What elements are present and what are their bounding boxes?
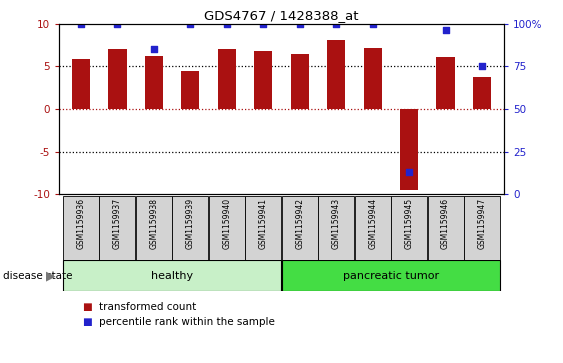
- Text: ■: ■: [82, 317, 91, 327]
- FancyBboxPatch shape: [172, 196, 208, 260]
- Text: GSM1159939: GSM1159939: [186, 198, 195, 249]
- Point: [222, 21, 231, 26]
- Bar: [291, 54, 309, 109]
- Text: GSM1159946: GSM1159946: [441, 198, 450, 249]
- FancyBboxPatch shape: [427, 196, 463, 260]
- Point: [186, 21, 195, 26]
- Text: GSM1159945: GSM1159945: [405, 198, 414, 249]
- Point: [477, 63, 486, 69]
- FancyBboxPatch shape: [464, 196, 500, 260]
- Text: disease state: disease state: [3, 271, 72, 281]
- Bar: [254, 51, 272, 109]
- FancyBboxPatch shape: [318, 196, 354, 260]
- Bar: [145, 56, 163, 109]
- Text: GSM1159937: GSM1159937: [113, 198, 122, 249]
- Bar: [327, 40, 345, 109]
- FancyBboxPatch shape: [136, 196, 172, 260]
- Text: GSM1159940: GSM1159940: [222, 198, 231, 249]
- Bar: [436, 57, 455, 109]
- FancyBboxPatch shape: [282, 260, 500, 291]
- Text: ■: ■: [82, 302, 91, 313]
- Text: healthy: healthy: [151, 271, 193, 281]
- Point: [77, 21, 86, 26]
- FancyBboxPatch shape: [209, 196, 245, 260]
- FancyBboxPatch shape: [245, 196, 282, 260]
- FancyBboxPatch shape: [282, 196, 318, 260]
- Point: [259, 21, 268, 26]
- Bar: [72, 60, 90, 109]
- Point: [295, 21, 304, 26]
- Bar: [364, 48, 382, 109]
- Point: [332, 21, 341, 26]
- Bar: [400, 109, 418, 190]
- Text: GSM1159944: GSM1159944: [368, 198, 377, 249]
- Point: [113, 21, 122, 26]
- Bar: [108, 49, 127, 109]
- Text: GSM1159943: GSM1159943: [332, 198, 341, 249]
- Text: percentile rank within the sample: percentile rank within the sample: [99, 317, 274, 327]
- Text: transformed count: transformed count: [99, 302, 196, 313]
- Bar: [218, 49, 236, 109]
- Title: GDS4767 / 1428388_at: GDS4767 / 1428388_at: [204, 9, 359, 23]
- Text: ▶: ▶: [46, 269, 55, 282]
- FancyBboxPatch shape: [63, 260, 282, 291]
- Text: GSM1159942: GSM1159942: [295, 198, 304, 249]
- Text: GSM1159947: GSM1159947: [477, 198, 486, 249]
- FancyBboxPatch shape: [391, 196, 427, 260]
- Point: [441, 28, 450, 33]
- Text: GSM1159936: GSM1159936: [77, 198, 86, 249]
- FancyBboxPatch shape: [100, 196, 136, 260]
- FancyBboxPatch shape: [355, 196, 391, 260]
- Point: [368, 21, 377, 26]
- Text: GSM1159938: GSM1159938: [149, 198, 158, 249]
- Text: pancreatic tumor: pancreatic tumor: [343, 271, 439, 281]
- Bar: [473, 77, 491, 109]
- Point: [405, 169, 414, 175]
- FancyBboxPatch shape: [63, 196, 99, 260]
- Text: GSM1159941: GSM1159941: [259, 198, 268, 249]
- Point: [149, 46, 158, 52]
- Bar: [181, 72, 199, 109]
